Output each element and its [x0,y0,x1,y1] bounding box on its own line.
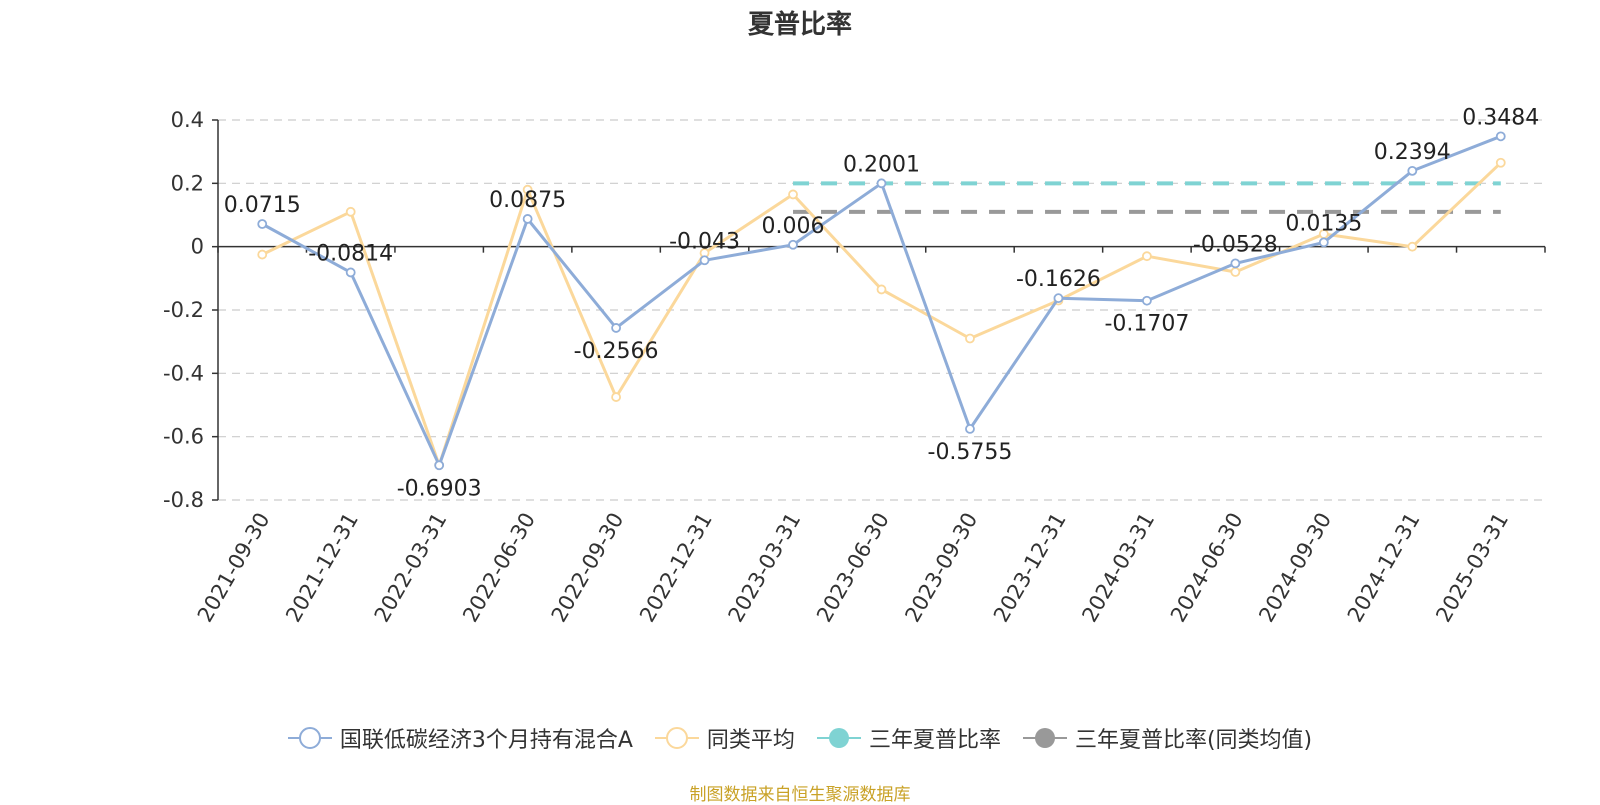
fund-data-label: -0.0528 [1193,232,1278,257]
fund-point [1318,237,1329,248]
fund-data-label: 0.0135 [1285,211,1362,236]
peer-average-point [965,333,975,344]
fund-data-label: -0.1707 [1104,312,1189,337]
x-tick-label: 2025-03-31 [1431,509,1513,627]
fund-point [345,267,356,278]
legend-label-peer-average: 同类平均 [706,728,795,753]
fund-data-label: 0.006 [762,214,825,239]
fund-data-label: 0.2001 [843,152,920,177]
x-tick-label: 2024-12-31 [1343,509,1425,627]
fund-point [1495,131,1506,142]
peer-average-line [261,161,1502,467]
filled-circle-line-icon [1022,728,1067,748]
hollow-circle-line-icon [654,727,699,749]
peer-average-point [876,284,887,295]
hollow-circle-line-icon [287,727,332,749]
peer-average-point [345,206,356,217]
fund-point [965,424,975,434]
x-tick-label: 2021-09-30 [193,509,275,627]
fund-data-label: -0.0814 [308,241,393,266]
peer-average-point [1407,241,1418,252]
x-tick-label: 2023-06-30 [812,509,894,627]
y-tick-label: -0.8 [163,488,204,512]
fund-data-label: 0.3484 [1462,105,1539,130]
peer-average-point [257,249,268,260]
y-tick-label: -0.4 [163,361,204,385]
fund-point [522,214,533,224]
y-tick-label: 0.2 [171,171,204,195]
legend-item-three-year-peer[interactable]: 三年夏普比率(同类均值) [1022,722,1313,754]
legend-item-three-year[interactable]: 三年夏普比率 [816,722,1001,754]
fund-point [876,178,887,189]
fund-point [1230,258,1241,269]
fund-data-label: 0.0715 [224,193,301,218]
chart-title: 夏普比率 [747,10,852,40]
fund-point [1142,295,1152,306]
fund-data-label: 0.2394 [1374,140,1451,165]
peer-average-point [522,184,533,195]
peer-average-point [611,392,621,402]
fund-data-label: -0.6903 [397,476,482,501]
fund-data-label: -0.043 [669,229,740,254]
fund-point [1407,165,1418,176]
x-tick-label: 2022-06-30 [458,509,540,627]
fund-point [434,460,445,471]
legend-label-fund: 国联低碳经济3个月持有混合A [339,728,633,753]
source-note: 制图数据来自恒生聚源数据库 [689,785,911,805]
fund-data-label: -0.5755 [928,440,1013,465]
x-tick-label: 2023-09-30 [900,509,982,627]
x-tick-label: 2022-03-31 [370,508,452,626]
fund-point [257,219,268,229]
fund-point [1053,293,1064,304]
fund-data-label: -0.2566 [574,339,659,364]
peer-average-point [1230,267,1241,277]
legend-label-three-year-peer: 三年夏普比率(同类均值) [1074,728,1313,753]
x-tick-label: 2024-06-30 [1166,509,1248,627]
fund-point [788,239,798,250]
chart-legend: 国联低碳经济3个月持有混合A 同类平均 三年夏普比率 三年夏普比率(同类均值) [0,722,1600,754]
peer-average-point [1495,157,1506,168]
x-tick-label: 2023-12-31 [989,509,1071,627]
legend-label-three-year: 三年夏普比率 [868,728,1001,753]
peer-average-point [788,189,798,200]
x-tick-label: 2022-12-31 [635,509,717,627]
legend-item-fund[interactable]: 国联低碳经济3个月持有混合A [287,722,633,754]
fund-point [611,323,621,333]
y-tick-label: -0.6 [163,425,204,449]
fund-data-label: 0.0875 [489,188,566,213]
fund-data-label: -0.1626 [1016,267,1101,292]
x-tick-label: 2024-09-30 [1254,509,1336,627]
legend-item-peer-average[interactable]: 同类平均 [654,722,795,754]
y-tick-label: 0.4 [171,108,204,132]
y-tick-label: -0.2 [163,298,204,322]
x-tick-label: 2021-12-31 [281,509,363,627]
x-tick-label: 2023-03-31 [724,509,806,627]
y-tick-label: 0 [191,235,204,259]
filled-circle-line-icon [816,728,861,748]
fund-point [699,255,710,266]
peer-average-point [1142,251,1152,262]
x-tick-label: 2024-03-31 [1077,509,1159,627]
x-tick-label: 2022-09-30 [547,509,629,627]
